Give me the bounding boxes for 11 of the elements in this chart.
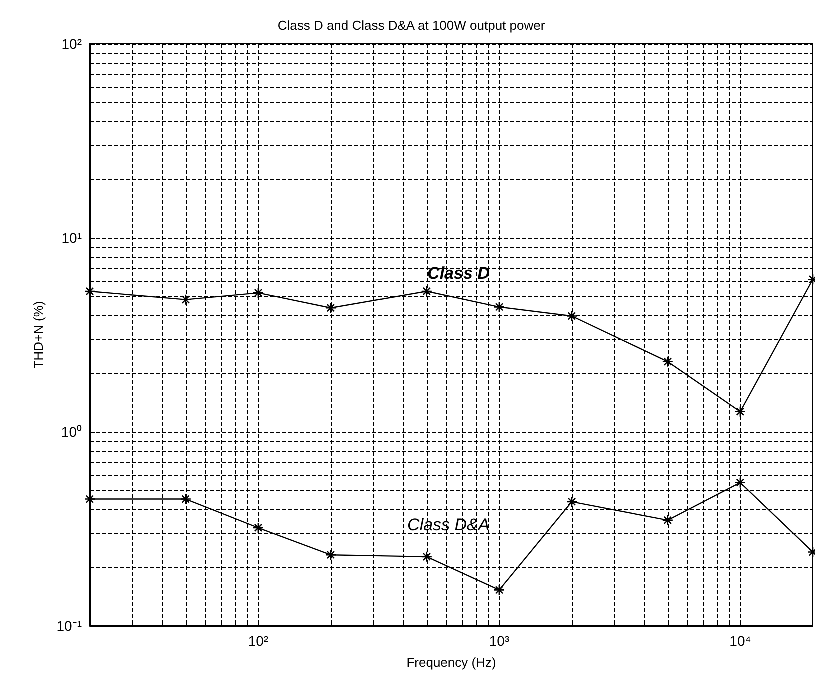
- x-tick-label: 10⁴: [730, 633, 752, 649]
- y-tick-label: 10⁰: [61, 424, 82, 440]
- y-tick-label: 10⁻¹: [56, 618, 82, 634]
- y-tick-label: 10²: [62, 36, 82, 52]
- x-axis-title: Frequency (Hz): [406, 655, 496, 670]
- chart-title: Class D and Class D&A at 100W output power: [278, 18, 546, 33]
- y-axis-title: THD+N (%): [31, 301, 46, 369]
- x-tick-label: 10²: [248, 633, 269, 649]
- series-label: Class D&A: [408, 515, 490, 534]
- x-tick-label: 10³: [489, 633, 510, 649]
- y-tick-label: 10¹: [62, 230, 82, 246]
